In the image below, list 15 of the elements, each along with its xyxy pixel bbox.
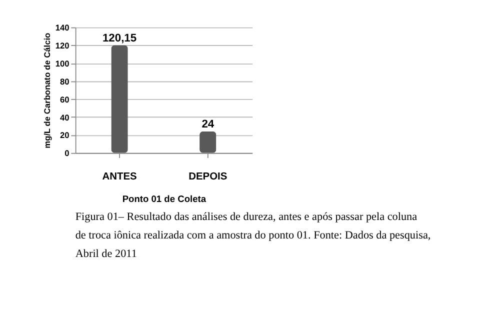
x-tick-label: DEPOIS — [188, 171, 228, 182]
y-tick-label: 0 — [64, 148, 70, 158]
y-tick-label: 140 — [55, 22, 70, 33]
data-label: 120,15 — [102, 32, 137, 44]
x-axis-title: Ponto 01 de Coleta — [122, 194, 207, 204]
text: Figura 01– Resultado das análises de dureza, antes e após passar pela coluna de troca iônica realizada com a amostra do ponto 01. Fonte: Dados da pesquisa, Abril de 2011 — [75, 210, 431, 260]
y-tick-label: 20 — [60, 130, 70, 140]
data-label: 24 — [202, 118, 215, 131]
y-tick-label: 40 — [60, 112, 70, 122]
x-tick-label: ANTES — [102, 171, 138, 182]
y-axis-title: mg/L de Carbonato de Cálcio — [42, 32, 52, 148]
y-tick-label: 100 — [55, 58, 70, 68]
y-tick-label: 60 — [60, 94, 70, 104]
y-tick-label: 80 — [60, 76, 70, 86]
y-tick-label: 120 — [55, 40, 70, 51]
